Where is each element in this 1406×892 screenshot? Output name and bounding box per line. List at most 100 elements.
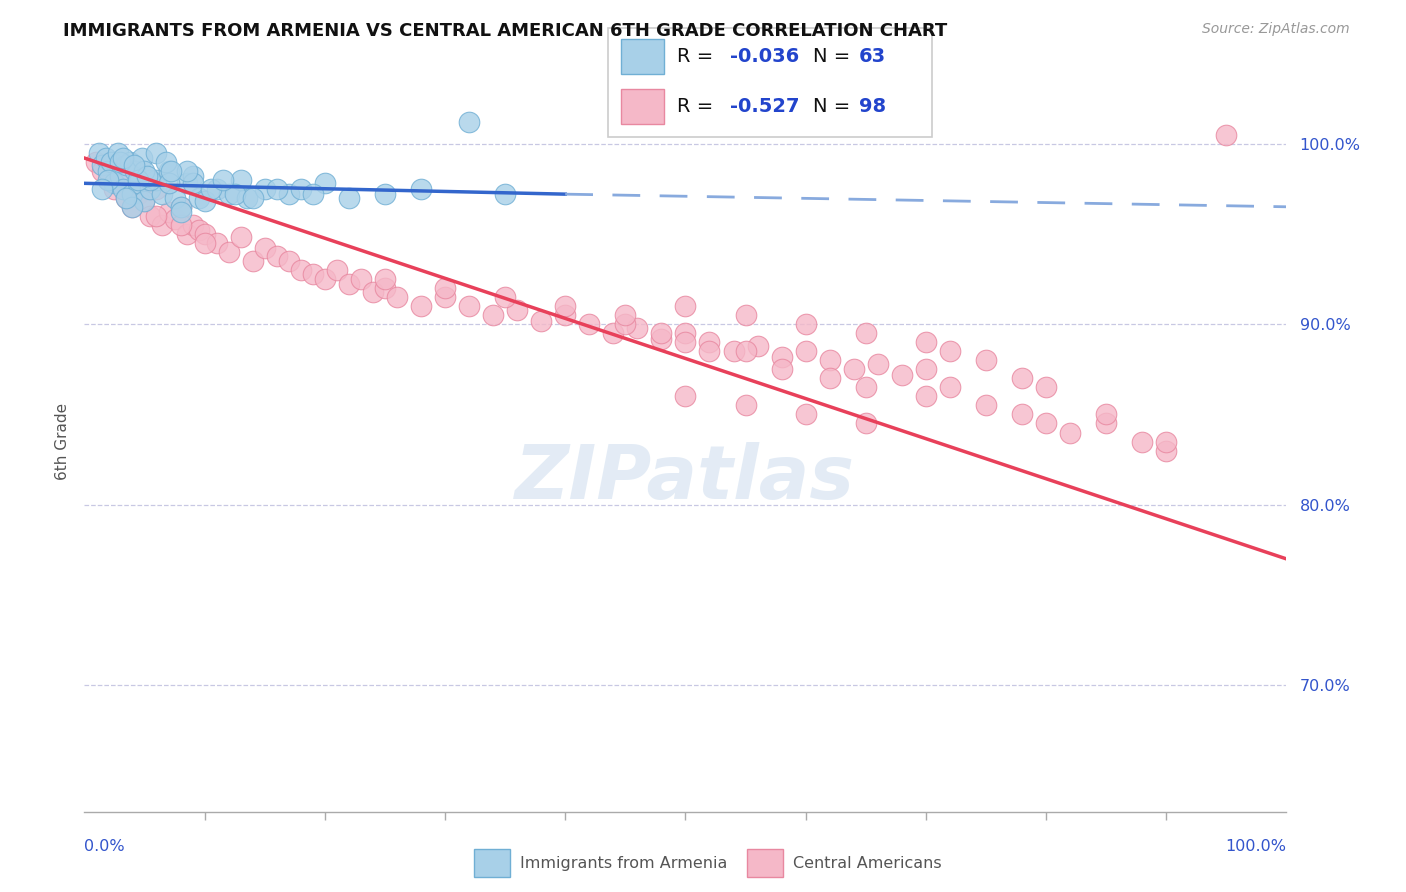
Point — [160, 163, 183, 178]
Point — [614, 317, 637, 331]
Point — [127, 172, 149, 186]
Point — [1130, 434, 1153, 449]
Point — [350, 272, 373, 286]
Point — [915, 335, 938, 350]
Point — [115, 158, 138, 172]
Point — [626, 320, 648, 334]
Point — [157, 163, 180, 178]
Text: 63: 63 — [859, 46, 886, 66]
Point — [218, 244, 240, 259]
Point — [734, 308, 756, 322]
Point — [253, 182, 276, 196]
Point — [131, 151, 153, 165]
Text: 98: 98 — [859, 97, 886, 116]
Point — [614, 308, 637, 322]
Point — [301, 267, 323, 281]
Point — [578, 317, 600, 331]
Point — [224, 187, 246, 202]
Point — [110, 177, 132, 191]
Point — [157, 177, 180, 191]
Point — [169, 200, 191, 214]
Point — [290, 182, 312, 196]
Point — [181, 177, 204, 191]
Point — [111, 151, 134, 165]
Point — [121, 200, 143, 214]
Point — [794, 317, 817, 331]
Point — [974, 399, 997, 413]
Point — [650, 326, 672, 341]
Point — [211, 172, 233, 186]
Point — [135, 169, 157, 183]
Point — [675, 389, 697, 403]
Point — [699, 335, 721, 350]
Point — [770, 350, 793, 364]
Point — [818, 353, 841, 368]
Point — [91, 182, 114, 196]
Point — [855, 417, 877, 431]
Point — [434, 281, 457, 295]
Point — [458, 299, 481, 313]
Point — [253, 241, 276, 255]
Text: Immigrants from Armenia: Immigrants from Armenia — [520, 855, 727, 871]
Point — [145, 172, 167, 186]
Point — [91, 163, 114, 178]
Point — [97, 172, 120, 186]
Point — [434, 290, 457, 304]
Point — [974, 353, 997, 368]
Text: -0.036: -0.036 — [730, 46, 800, 66]
Point — [118, 154, 141, 169]
Point — [1011, 408, 1033, 422]
Point — [127, 187, 149, 202]
Point — [111, 182, 134, 196]
Point — [139, 182, 162, 196]
Point — [266, 248, 288, 262]
Point — [939, 344, 962, 359]
Point — [277, 187, 299, 202]
Point — [176, 163, 198, 178]
Point — [127, 177, 149, 191]
Point — [94, 151, 117, 165]
Point — [97, 163, 120, 178]
Point — [169, 205, 191, 219]
Text: 0.0%: 0.0% — [84, 838, 125, 854]
Text: -0.527: -0.527 — [730, 97, 800, 116]
Point — [176, 227, 198, 241]
Point — [97, 172, 120, 186]
Point — [187, 223, 209, 237]
Point — [122, 158, 145, 172]
Point — [314, 272, 336, 286]
Text: N =: N = — [813, 97, 856, 116]
Point — [124, 163, 146, 178]
Point — [494, 290, 516, 304]
Point — [169, 218, 191, 232]
Point — [110, 154, 132, 169]
Point — [675, 326, 697, 341]
Point — [169, 200, 191, 214]
Point — [866, 357, 889, 371]
Point — [374, 187, 396, 202]
Point — [277, 254, 299, 268]
Point — [734, 399, 756, 413]
Point — [301, 187, 323, 202]
Point — [1059, 425, 1081, 440]
Point — [194, 227, 217, 241]
Point — [86, 154, 108, 169]
Point — [87, 145, 110, 160]
Point — [409, 182, 432, 196]
Text: ZIPatlas: ZIPatlas — [516, 442, 855, 515]
Point — [842, 362, 865, 376]
Point — [145, 145, 167, 160]
Text: N =: N = — [813, 46, 856, 66]
Point — [385, 290, 408, 304]
Point — [242, 254, 264, 268]
Bar — [474, 849, 509, 877]
FancyBboxPatch shape — [607, 28, 932, 137]
Point — [1215, 128, 1237, 142]
Point — [205, 235, 228, 250]
Point — [554, 308, 576, 322]
Text: Source: ZipAtlas.com: Source: ZipAtlas.com — [1202, 22, 1350, 37]
Point — [229, 172, 252, 186]
Point — [554, 299, 576, 313]
Y-axis label: 6th Grade: 6th Grade — [55, 403, 70, 480]
Point — [374, 281, 396, 295]
